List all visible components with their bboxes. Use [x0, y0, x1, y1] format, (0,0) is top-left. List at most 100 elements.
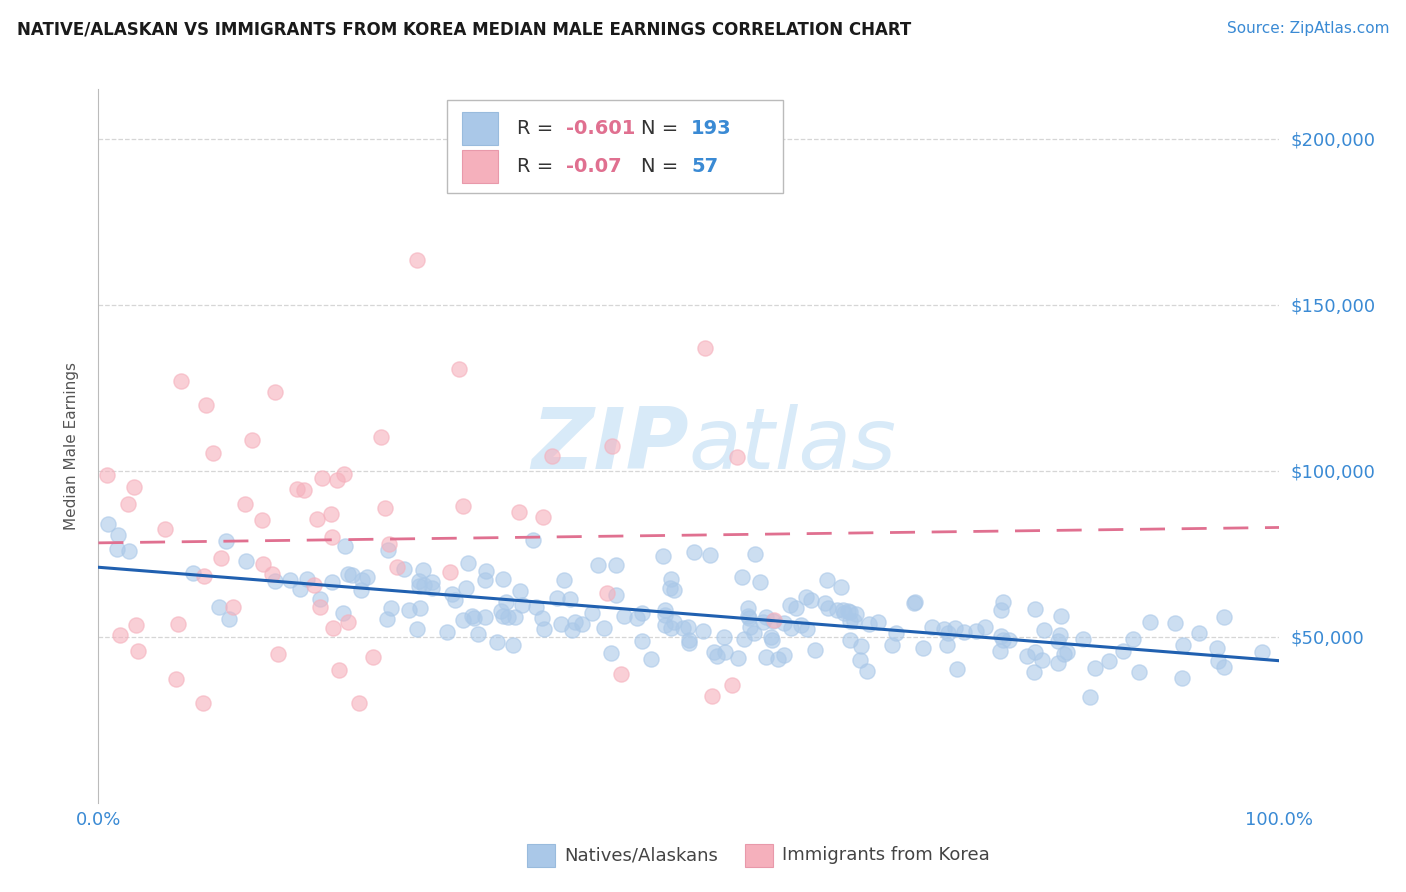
Point — [193, 569, 215, 583]
Point — [1053, 647, 1076, 661]
Point — [714, 645, 737, 659]
Point — [842, 615, 865, 629]
Point — [436, 625, 458, 640]
Point — [946, 663, 969, 677]
Point — [742, 625, 765, 640]
Point — [370, 429, 392, 443]
Point — [308, 599, 330, 614]
Point — [935, 638, 957, 652]
Point — [678, 636, 700, 650]
Point — [676, 619, 699, 633]
Point — [738, 610, 761, 624]
Point — [1031, 653, 1053, 667]
Point — [921, 620, 943, 634]
Point — [1206, 640, 1229, 655]
Point — [252, 557, 274, 571]
Point — [1033, 623, 1056, 637]
Point — [592, 621, 614, 635]
Point — [988, 644, 1011, 658]
Point — [304, 578, 326, 592]
Point — [733, 632, 755, 646]
Point — [215, 533, 238, 548]
Point — [441, 586, 464, 600]
Point — [571, 616, 593, 631]
FancyBboxPatch shape — [463, 150, 498, 183]
Text: Natives/Alaskans: Natives/Alaskans — [564, 847, 717, 864]
Point — [250, 512, 273, 526]
Point — [260, 567, 283, 582]
Point — [832, 602, 855, 616]
Point — [755, 649, 778, 664]
Point — [326, 473, 349, 487]
FancyBboxPatch shape — [463, 112, 498, 145]
Point — [1050, 609, 1073, 624]
Point — [830, 581, 852, 595]
Point — [328, 663, 350, 677]
Point — [1112, 644, 1135, 658]
Point — [654, 607, 676, 622]
Point — [264, 384, 287, 399]
Point — [342, 568, 364, 582]
Point — [167, 616, 190, 631]
Point — [912, 640, 935, 655]
Point — [492, 572, 515, 586]
Text: N =: N = — [641, 119, 678, 138]
Point — [495, 595, 517, 609]
Text: Source: ZipAtlas.com: Source: ZipAtlas.com — [1226, 21, 1389, 36]
Point — [804, 643, 827, 657]
Point — [378, 537, 401, 551]
Point — [242, 433, 264, 447]
Text: R =: R = — [516, 157, 553, 176]
Point — [990, 603, 1012, 617]
Point — [439, 566, 461, 580]
Point — [965, 624, 987, 639]
Point — [550, 617, 572, 632]
Point — [451, 613, 474, 627]
Point — [321, 530, 343, 544]
Point — [744, 547, 766, 561]
Text: -0.07: -0.07 — [567, 157, 621, 176]
Point — [332, 606, 354, 620]
Point — [374, 501, 396, 516]
Point — [387, 560, 409, 574]
Point — [461, 609, 484, 624]
Point — [773, 615, 796, 630]
Point — [1022, 665, 1045, 679]
Point — [524, 599, 547, 614]
Point — [309, 592, 332, 607]
Point — [127, 644, 149, 658]
Point — [737, 601, 759, 615]
Point — [496, 609, 519, 624]
Point — [1078, 690, 1101, 704]
Point — [845, 607, 868, 622]
Point — [605, 558, 627, 573]
Point — [380, 601, 402, 615]
Point — [605, 588, 627, 602]
Point — [1188, 626, 1211, 640]
Point — [880, 638, 903, 652]
Point — [825, 603, 848, 617]
Point — [1122, 632, 1144, 647]
Point — [467, 627, 489, 641]
Point — [155, 522, 177, 536]
Point — [1046, 634, 1069, 648]
Point — [737, 609, 759, 624]
Y-axis label: Median Male Earnings: Median Male Earnings — [65, 362, 79, 530]
Point — [631, 633, 654, 648]
Point — [398, 603, 420, 617]
Point — [492, 609, 515, 624]
Point — [333, 467, 356, 482]
Point — [749, 574, 772, 589]
Point — [761, 632, 783, 647]
Point — [125, 617, 148, 632]
Point — [222, 599, 245, 614]
Point — [974, 619, 997, 633]
Text: R =: R = — [516, 119, 553, 138]
Point — [463, 611, 485, 625]
Point — [1084, 660, 1107, 674]
Point — [703, 644, 725, 658]
Point — [474, 610, 496, 624]
Point — [420, 581, 443, 595]
Point — [278, 573, 301, 587]
Point — [336, 615, 359, 629]
